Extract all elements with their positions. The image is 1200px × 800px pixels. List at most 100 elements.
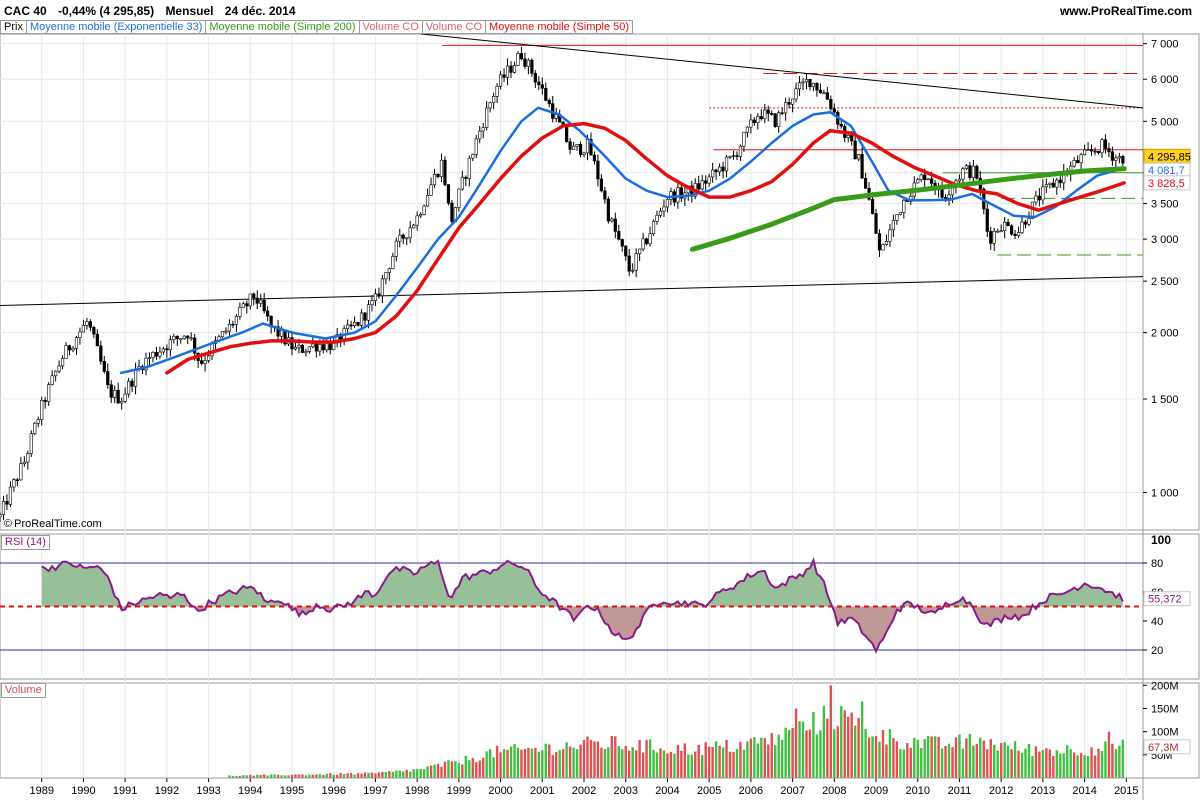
candle-body: [860, 154, 864, 179]
volume-bar: [767, 744, 770, 778]
volume-bar: [520, 749, 523, 778]
candle-body: [926, 178, 930, 181]
candle-body: [787, 102, 791, 105]
volume-bar: [391, 771, 395, 778]
volume-bar: [342, 774, 346, 778]
volume-bar: [666, 753, 669, 778]
volume-bar: [607, 747, 610, 778]
candle-body: [641, 238, 645, 250]
volume-bar: [840, 706, 843, 778]
candle-body: [502, 74, 506, 78]
volume-bar: [582, 739, 586, 778]
candle-body: [971, 165, 975, 179]
volume-bar: [920, 748, 923, 778]
price-y-tick-label: 1 500: [1151, 394, 1179, 406]
candle-body: [60, 358, 65, 367]
volume-bar: [558, 750, 561, 778]
volume-bar: [1017, 750, 1020, 778]
volume-bar: [304, 775, 308, 778]
volume-bar: [867, 737, 871, 778]
volume-bar: [701, 755, 704, 778]
candle-body: [1023, 221, 1028, 225]
candle-body: [1016, 232, 1021, 236]
candle-body: [676, 187, 680, 203]
volume-bar: [315, 774, 318, 778]
candle-body: [519, 53, 524, 60]
volume-bar: [530, 748, 534, 778]
volume-bar: [388, 771, 391, 778]
candle-body: [193, 337, 197, 354]
candle-body: [151, 352, 155, 358]
candle-body: [565, 126, 569, 143]
candle-body: [391, 256, 395, 270]
volume-bar: [989, 739, 992, 778]
candle-body: [1076, 160, 1080, 164]
volume-bar: [895, 741, 899, 778]
candle-body: [147, 357, 152, 359]
candle-body: [717, 166, 722, 173]
candle-body: [895, 214, 899, 221]
candle-body: [464, 176, 468, 179]
candle-body: [366, 304, 371, 321]
x-tick-label: 2008: [822, 785, 846, 797]
volume-bar: [262, 774, 266, 778]
volume-bar: [1107, 731, 1111, 778]
candle-body: [144, 357, 148, 371]
volume-bar: [843, 710, 846, 778]
volume-bar: [926, 735, 930, 778]
volume-bar: [1111, 743, 1114, 778]
volume-y-tick-label: 150M: [1151, 703, 1179, 715]
volume-bar: [1069, 749, 1072, 778]
volume-bar: [885, 744, 888, 778]
candle-body: [919, 174, 923, 180]
volume-bar: [329, 773, 332, 778]
candle-body: [314, 343, 318, 352]
volume-bar: [436, 763, 440, 778]
brand-link[interactable]: www.ProRealTime.com: [1059, 4, 1192, 18]
candle-body: [231, 323, 235, 326]
candle-body: [571, 145, 576, 150]
volume-bar: [356, 773, 360, 778]
legend-item[interactable]: Volume CO: [422, 20, 487, 34]
volume-bar: [1093, 755, 1097, 778]
volume-bar: [398, 770, 401, 778]
candle-body: [1009, 225, 1014, 235]
volume-bar: [419, 768, 422, 778]
volume-bar: [857, 717, 860, 778]
volume-bar: [516, 747, 520, 778]
volume-bar: [899, 749, 902, 778]
copyright-text: ProRealTime.com: [14, 518, 102, 530]
candle-body: [968, 165, 972, 179]
volume-label[interactable]: Volume: [1, 683, 46, 698]
candle-body: [109, 384, 113, 398]
volume-bar: [881, 730, 885, 778]
volume-bar: [711, 746, 714, 778]
legend-item[interactable]: Volume CO: [359, 20, 423, 34]
legend-item[interactable]: Moyenne mobile (Simple 200): [206, 20, 360, 34]
rsi-label[interactable]: RSI (14): [1, 535, 50, 550]
candle-body: [248, 293, 252, 307]
price-frame: [0, 33, 1200, 531]
legend-item[interactable]: Moyenne mobile (Simple 50): [486, 20, 634, 34]
rsi-pane[interactable]: [0, 557, 1143, 654]
volume-bar: [579, 744, 582, 778]
price-pane[interactable]: [0, 33, 1144, 522]
volume-bar: [648, 739, 652, 778]
candle-body: [832, 108, 836, 113]
candle-body: [599, 178, 603, 192]
volume-bar: [1118, 745, 1121, 778]
volume-bar: [443, 761, 447, 778]
candle-body: [15, 479, 19, 481]
volume-bar: [395, 770, 398, 778]
volume-pane[interactable]: [228, 685, 1125, 778]
candle-body: [1027, 218, 1031, 225]
candle-body: [822, 92, 826, 95]
volume-bar: [628, 750, 631, 778]
volume-bar: [1066, 745, 1069, 778]
volume-y-tick-label: 100M: [1151, 727, 1179, 739]
volume-bar: [645, 739, 648, 778]
candle-body: [644, 238, 649, 245]
candle-body: [346, 324, 350, 330]
legend-item[interactable]: Moyenne mobile (Exponentielle 33): [26, 20, 207, 34]
legend-item[interactable]: Prix: [0, 20, 27, 34]
